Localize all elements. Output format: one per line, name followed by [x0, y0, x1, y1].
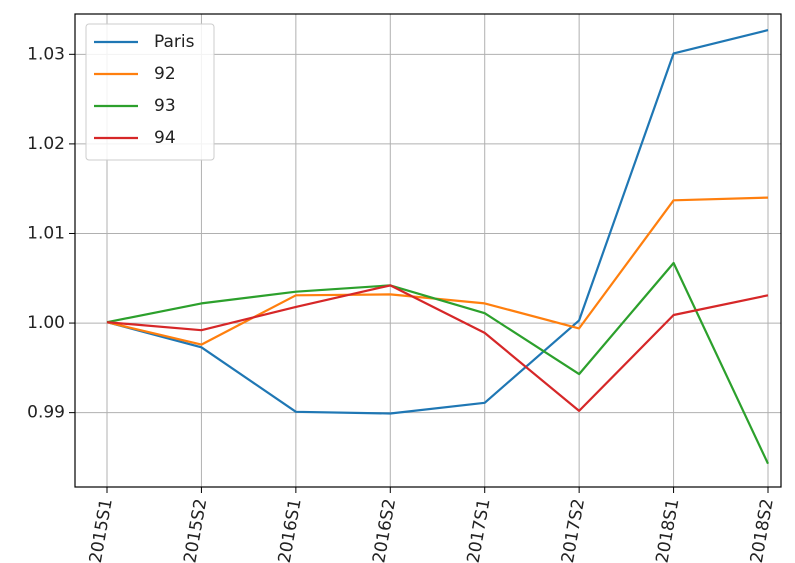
legend-label: 92: [154, 64, 176, 84]
y-tick-label: 0.99: [27, 403, 65, 423]
y-tick-label: 1.01: [27, 223, 65, 243]
series-line: [106, 284, 769, 412]
y-axis: 0.99 1.00 1.01 1.02 1.03: [27, 44, 75, 423]
x-tick-label: 2015S2: [180, 497, 211, 563]
y-tick-label: 1.03: [27, 44, 65, 64]
x-tick-label: 2016S2: [369, 497, 400, 563]
series-lines: [106, 29, 769, 465]
x-tick-label: 2015S1: [86, 497, 117, 563]
x-tick-label: 2017S1: [464, 497, 495, 563]
plot-frame: [74, 13, 782, 488]
y-tick-label: 1.00: [27, 313, 65, 333]
y-tick-label: 1.02: [27, 134, 65, 154]
grid-lines: [75, 14, 781, 487]
series-line: [106, 261, 769, 465]
legend-label: 94: [154, 128, 176, 148]
x-tick-label: 2018S2: [747, 497, 778, 563]
legend: Paris 92 93 94: [85, 23, 215, 161]
x-tick-label: 2016S1: [275, 497, 306, 563]
x-axis: 2015S1 2015S2 2016S1 2016S2 2017S1 2017S2 2018…: [86, 487, 778, 563]
x-tick-label: 2018S1: [652, 497, 683, 563]
x-tick-label: 2017S2: [558, 497, 589, 563]
legend-label: 93: [154, 96, 176, 116]
series-line: [106, 29, 769, 415]
legend-label: Paris: [154, 32, 195, 52]
legend-box: [85, 23, 215, 161]
